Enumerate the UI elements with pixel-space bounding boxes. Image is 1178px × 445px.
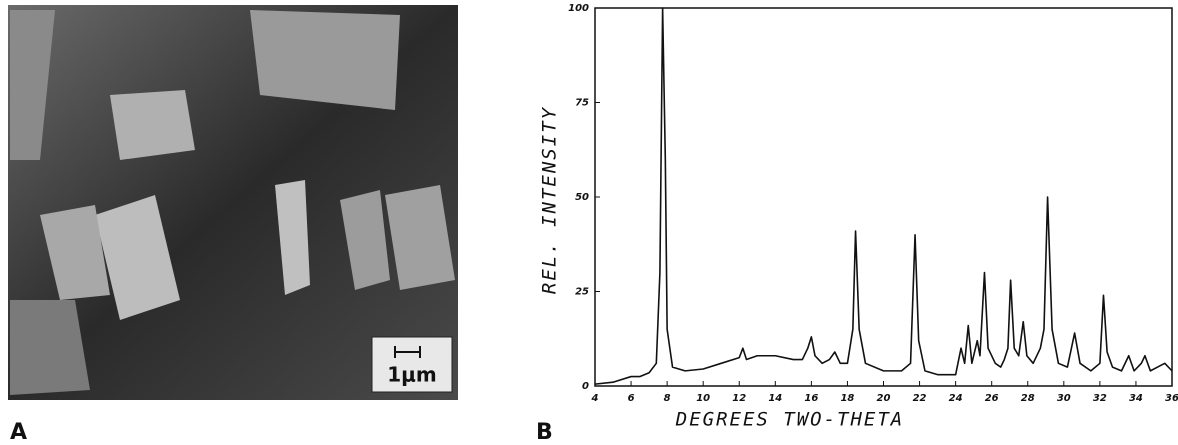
- x-tick-label: 14: [768, 393, 782, 404]
- x-tick-label: 28: [1021, 393, 1035, 404]
- x-tick-label: 24: [949, 393, 963, 404]
- y-tick-label: 25: [575, 287, 589, 298]
- panel-label: B: [536, 420, 553, 445]
- x-tick-label: 18: [840, 393, 854, 404]
- x-tick-label: 20: [877, 393, 891, 404]
- x-tick-label: 32: [1093, 393, 1107, 404]
- sem-photo: 1μm: [8, 5, 458, 400]
- x-tick-label: 22: [913, 393, 927, 404]
- y-tick-label: 0: [582, 381, 589, 392]
- y-axis-title: REL. INTENSITY: [539, 106, 561, 294]
- y-tick-label: 75: [575, 98, 589, 109]
- y-tick-label: 50: [575, 192, 589, 203]
- line: [594, 7, 1173, 385]
- scale-bar-label: 1μm: [387, 363, 436, 387]
- x-tick-label: 12: [732, 393, 746, 404]
- x-tick-label: 26: [985, 393, 999, 404]
- x-tick-label: 4: [591, 393, 599, 404]
- x-tick-label: 36: [1165, 393, 1178, 404]
- x-tick-label: 6: [628, 393, 635, 404]
- x-tick-label: 8: [664, 393, 671, 404]
- x-tick-label: 16: [804, 393, 818, 404]
- x-tick-label: 10: [696, 393, 710, 404]
- y-tick-label: 100: [568, 3, 589, 14]
- x-tick-label: 30: [1057, 393, 1071, 404]
- x-axis-title: DEGREES TWO-THETA: [675, 409, 904, 431]
- plot-frame: [594, 7, 1173, 387]
- panel-label: A: [10, 420, 27, 445]
- x-tick-label: 34: [1129, 393, 1143, 404]
